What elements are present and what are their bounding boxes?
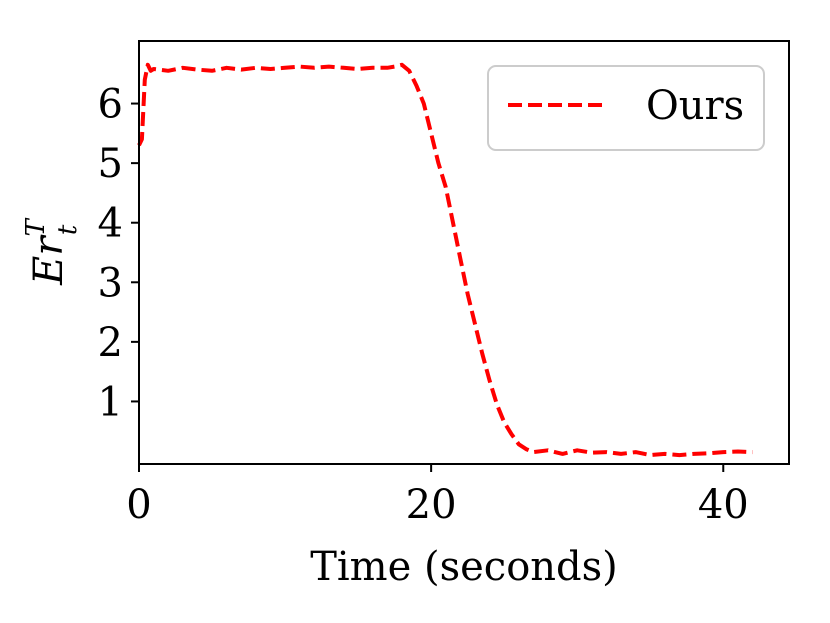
y-axis-label: ErTt — [21, 218, 83, 286]
x-axis-label: Time (seconds) — [310, 544, 618, 590]
y-tick-label: 3 — [98, 260, 123, 306]
svg-text:ErTt: ErTt — [21, 218, 83, 286]
y-axis-label-main: Er — [26, 234, 72, 286]
plot-frame — [138, 40, 790, 465]
legend-label-ours: Ours — [646, 83, 744, 129]
y-tick-label: 4 — [98, 201, 123, 247]
x-tick-label: 40 — [698, 482, 749, 528]
legend-box — [487, 65, 765, 151]
y-tick-label: 1 — [98, 379, 123, 425]
y-tick-label: 5 — [98, 141, 123, 187]
y-tick-label: 6 — [98, 82, 123, 128]
y-tick-label: 2 — [98, 320, 123, 366]
x-tick-label: 20 — [406, 482, 457, 528]
y-axis-label-sub: t — [53, 224, 83, 235]
y-axis-label-sup: T — [21, 218, 51, 237]
x-tick-label: 0 — [126, 482, 151, 528]
series-line-ours — [137, 62, 753, 458]
legend: Ours — [487, 65, 765, 151]
